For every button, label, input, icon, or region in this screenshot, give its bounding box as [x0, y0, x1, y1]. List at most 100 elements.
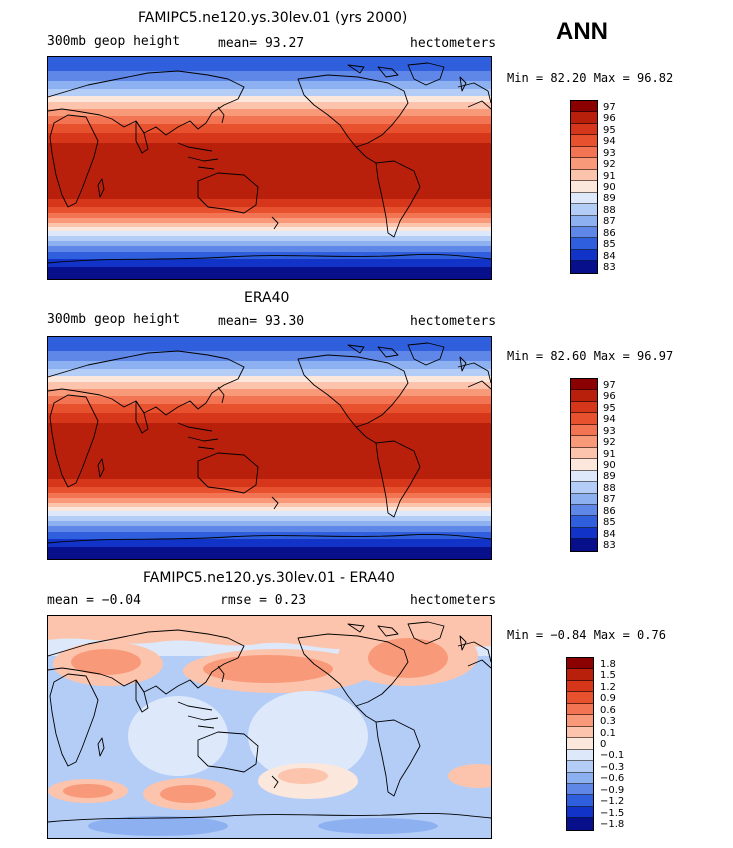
colorbar-level-label: 89	[603, 193, 616, 205]
colorbar-swatch	[571, 249, 597, 262]
colorbar-level-label: 96	[603, 113, 616, 125]
colorbar-swatch	[567, 795, 593, 807]
panel-3-units-label: hectometers	[410, 593, 497, 608]
colorbar-level-label: −0.6	[600, 773, 625, 785]
colorbar-swatch	[571, 135, 597, 147]
colorbar-swatch	[567, 738, 593, 750]
colorbar-level-label: 83	[603, 540, 616, 552]
colorbar-swatch	[571, 158, 597, 170]
panel-3-colorbar-labels: 1.8 1.5 1.2 0.9 0.6 0.3 0.1 0 −0.1 −0.3 −0.6 −0.9 −1…	[600, 657, 650, 831]
colorbar-level-label: 91	[603, 170, 616, 182]
colorbar-level-label: −1.8	[600, 819, 625, 831]
colorbar-level-label: 87	[603, 494, 616, 506]
colorbar-swatch	[567, 658, 593, 670]
colorbar-level-label: 90	[603, 459, 616, 471]
colorbar-swatch	[571, 504, 597, 517]
colorbar-swatch	[571, 424, 597, 437]
colorbar-level-label: 92	[603, 437, 616, 449]
colorbar-swatch	[567, 692, 593, 704]
panel-2-colorbar-labels: 97 96 95 94 93 92 91 90 89 88 87 86 85 84 83	[603, 378, 643, 552]
colorbar-swatch	[571, 181, 597, 193]
colorbar-level-label: 97	[603, 101, 616, 113]
colorbar-swatch	[571, 112, 597, 124]
panel-3-colorbar	[566, 657, 594, 831]
colorbar-level-label: 88	[603, 482, 616, 494]
colorbar-swatch	[567, 680, 593, 693]
colorbar-level-label: 97	[603, 379, 616, 391]
panel-2-colorbar	[570, 378, 598, 552]
colorbar-swatch	[571, 215, 597, 227]
panel-1-units-label: hectometers	[410, 36, 497, 51]
colorbar-level-label: 84	[603, 250, 616, 262]
colorbar-swatch	[571, 238, 597, 250]
colorbar-level-label: 1.5	[600, 670, 616, 682]
panel-3-min-max: Min = −0.84 Max = 0.76	[507, 628, 666, 642]
colorbar-swatch	[567, 806, 593, 819]
colorbar-swatch	[567, 715, 593, 727]
colorbar-swatch	[571, 123, 597, 136]
colorbar-level-label: 0.6	[600, 704, 616, 716]
colorbar-swatch	[571, 204, 597, 216]
panel-1-variable-label: 300mb geop height	[47, 34, 181, 49]
colorbar-level-label: 95	[603, 124, 616, 136]
colorbar-swatch	[571, 192, 597, 205]
colorbar-level-label: 85	[603, 517, 616, 529]
panel-1-colorbar-labels: 97 96 95 94 93 92 91 90 89 88 87 86 85 84 83	[603, 100, 643, 274]
colorbar-swatch	[571, 390, 597, 402]
colorbar-level-label: 1.8	[600, 658, 616, 670]
colorbar-swatch	[571, 169, 597, 182]
colorbar-level-label: 0.1	[600, 727, 616, 739]
colorbar-swatch	[571, 482, 597, 494]
panel-1-colorbar	[570, 100, 598, 274]
colorbar-level-label: 94	[603, 414, 616, 426]
colorbar-swatch	[567, 818, 593, 830]
colorbar-swatch	[571, 101, 597, 113]
colorbar-level-label: 0.3	[600, 716, 616, 728]
panel-3-rmse-label: rmse = 0.23	[220, 593, 307, 608]
panel-2-mean-label: mean= 93.30	[218, 314, 305, 329]
colorbar-level-label: 86	[603, 227, 616, 239]
panel-2-units-label: hectometers	[410, 314, 497, 329]
colorbar-level-label: 85	[603, 239, 616, 251]
colorbar-level-label: −0.9	[600, 784, 625, 796]
colorbar-swatch	[571, 413, 597, 425]
colorbar-level-label: −1.5	[600, 807, 625, 819]
colorbar-swatch	[567, 772, 593, 784]
colorbar-swatch	[571, 401, 597, 414]
panel-2-title: ERA40	[244, 290, 290, 306]
colorbar-swatch	[571, 459, 597, 471]
colorbar-level-label: 92	[603, 159, 616, 171]
colorbar-swatch	[571, 436, 597, 448]
colorbar-level-label: 0.9	[600, 693, 616, 705]
colorbar-level-label: 89	[603, 471, 616, 483]
panel-1-min-max: Min = 82.20 Max = 96.82	[507, 71, 674, 85]
panel-3-contour-blobs	[48, 616, 491, 838]
colorbar-level-label: 86	[603, 505, 616, 517]
panel-1-title: FAMIPC5.ne120.ys.30lev.01 (yrs 2000)	[138, 10, 408, 26]
colorbar-swatch	[571, 226, 597, 239]
colorbar-swatch	[567, 703, 593, 716]
panel-3-title: FAMIPC5.ne120.ys.30lev.01 - ERA40	[143, 570, 395, 586]
panel-3-map	[47, 615, 492, 839]
colorbar-swatch	[567, 669, 593, 681]
panel-2-map-svg	[48, 337, 491, 559]
colorbar-swatch	[571, 493, 597, 505]
colorbar-swatch	[567, 726, 593, 739]
colorbar-level-label: −1.2	[600, 796, 625, 808]
colorbar-level-label: 95	[603, 402, 616, 414]
panel-1-map	[47, 56, 492, 280]
colorbar-level-label: 93	[603, 147, 616, 159]
colorbar-level-label: 1.2	[600, 681, 616, 693]
colorbar-level-label: 84	[603, 528, 616, 540]
panel-3-mean-label: mean = −0.04	[47, 593, 141, 608]
colorbar-level-label: 90	[603, 181, 616, 193]
colorbar-swatch	[571, 516, 597, 528]
colorbar-swatch	[571, 379, 597, 391]
colorbar-level-label: 96	[603, 391, 616, 403]
colorbar-level-label: 88	[603, 204, 616, 216]
colorbar-level-label: 91	[603, 448, 616, 460]
colorbar-level-label: 87	[603, 216, 616, 228]
colorbar-level-label: −0.1	[600, 750, 625, 762]
panel-1-map-svg	[48, 57, 491, 279]
colorbar-swatch	[571, 261, 597, 273]
